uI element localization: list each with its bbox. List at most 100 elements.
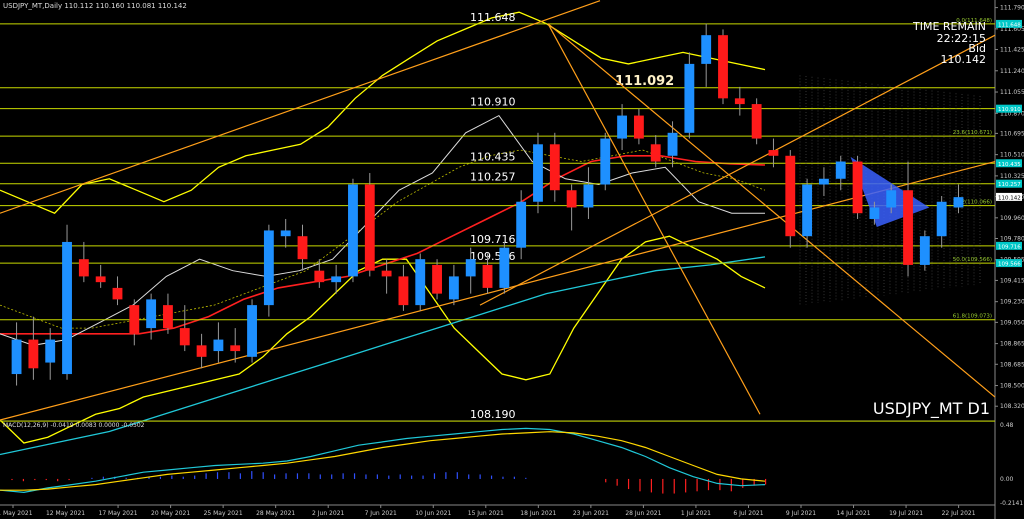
date-tick-label: 20 May 2021 <box>151 510 190 517</box>
candle-body <box>684 63 695 133</box>
candle <box>465 247 476 294</box>
price-tick-label: 111.425 <box>1000 47 1024 54</box>
date-tick-label: 2 Jun 2021 <box>312 510 344 517</box>
candle-body <box>953 197 964 208</box>
date-tick-label: 9 Jul 2021 <box>786 510 816 517</box>
candle <box>667 121 678 168</box>
candle-body <box>448 276 459 300</box>
candle <box>381 259 392 294</box>
candle-body <box>230 345 241 352</box>
candle-body <box>247 305 257 357</box>
date-tick-label: 18 Jun 2021 <box>520 510 556 517</box>
price-tag-box <box>996 19 1022 28</box>
candle-body <box>78 259 89 277</box>
candle <box>852 155 863 219</box>
candle-body <box>482 264 493 288</box>
price-tag-box <box>996 104 1022 113</box>
candle-body <box>499 247 510 288</box>
candle <box>802 178 813 248</box>
candle <box>617 104 628 151</box>
date-tick-label: 28 May 2021 <box>256 510 295 517</box>
macd-line <box>0 427 766 494</box>
lower-channel-line <box>0 160 996 421</box>
fib-label: 23.6(110.671) <box>953 130 992 136</box>
candle <box>247 299 257 363</box>
falling-line <box>547 23 761 415</box>
axis-layer: 111.790 111.605 111.425 111.240 111.055 110.8… <box>0 5 1024 517</box>
candle <box>482 253 493 294</box>
macd-signal-line <box>0 431 766 491</box>
candle-body <box>331 276 342 283</box>
candle-body <box>28 339 39 369</box>
chart-watermark: USDJPY_MT D1 <box>873 399 990 419</box>
candle <box>835 155 846 191</box>
candle-body <box>280 230 291 237</box>
level-label: 109.716 <box>470 233 516 246</box>
price-tag-label: 110.142 <box>998 195 1021 201</box>
price-tick-label: 110.870 <box>1000 110 1024 117</box>
candle-body <box>802 184 813 237</box>
price-tick-label: 109.960 <box>1000 215 1024 222</box>
price-tick-label: 109.415 <box>1000 277 1024 284</box>
candle-body <box>297 236 308 260</box>
candle <box>62 224 72 380</box>
candle <box>499 241 510 294</box>
date-tick-label: 22 Jul 2021 <box>942 510 976 517</box>
candle <box>919 230 930 271</box>
candle-body <box>263 230 274 306</box>
price-tag-box <box>996 259 1022 268</box>
candle <box>179 305 190 352</box>
macd-tick-label: -0.2141 <box>1000 500 1023 507</box>
candle <box>280 218 291 248</box>
candle-body <box>936 201 947 237</box>
price-tick-label: 108.320 <box>1000 403 1024 410</box>
price-tag-box <box>996 192 1022 201</box>
candles-layer <box>11 23 964 386</box>
candle-body <box>852 161 863 214</box>
moving-average-cyan <box>0 256 766 456</box>
bid-value: 110.142 <box>941 53 987 66</box>
candle-body <box>398 276 409 306</box>
candle <box>213 322 224 363</box>
date-tick-label: 19 Jul 2021 <box>889 510 923 517</box>
candle-body <box>903 190 913 265</box>
price-tick-label: 111.055 <box>1000 89 1024 96</box>
candle <box>886 184 897 214</box>
candle <box>415 253 426 311</box>
candle <box>314 259 325 288</box>
bollinger-lower <box>0 235 766 444</box>
candle-body <box>45 339 56 363</box>
candle <box>953 184 964 214</box>
candle <box>11 322 22 386</box>
candle-body <box>314 270 325 283</box>
time-remain-value: 22:22:15 <box>937 32 986 45</box>
candle-body <box>751 104 762 139</box>
candle-body <box>835 161 846 179</box>
candle-body <box>465 259 476 277</box>
date-tick-label: 17 May 2021 <box>99 510 138 517</box>
time-remain-panel: TIME REMAIN 22:22:15 Bid 110.142 <box>912 20 986 66</box>
candle <box>768 138 779 168</box>
candle-body <box>213 339 224 352</box>
candle <box>869 201 880 225</box>
candle <box>516 190 527 260</box>
candle <box>650 135 661 168</box>
candle-body <box>583 184 594 208</box>
candle-body <box>818 178 829 185</box>
candle <box>583 167 594 219</box>
candle-body <box>146 299 157 329</box>
candle <box>28 316 39 380</box>
candle-body <box>533 144 543 202</box>
candle <box>331 264 342 294</box>
candle-body <box>112 287 123 300</box>
macd-info: MACD(12,26,9) -0.0419 0.0083 0.0000 -0.0… <box>3 422 145 429</box>
candle-body <box>667 132 678 156</box>
candle-body <box>516 201 527 248</box>
price-tick-label: 108.500 <box>1000 383 1024 390</box>
macd-panel <box>0 427 767 494</box>
candle-body <box>196 345 207 357</box>
indicator-layer <box>0 11 766 456</box>
price-tick-label: 111.240 <box>1000 68 1024 75</box>
